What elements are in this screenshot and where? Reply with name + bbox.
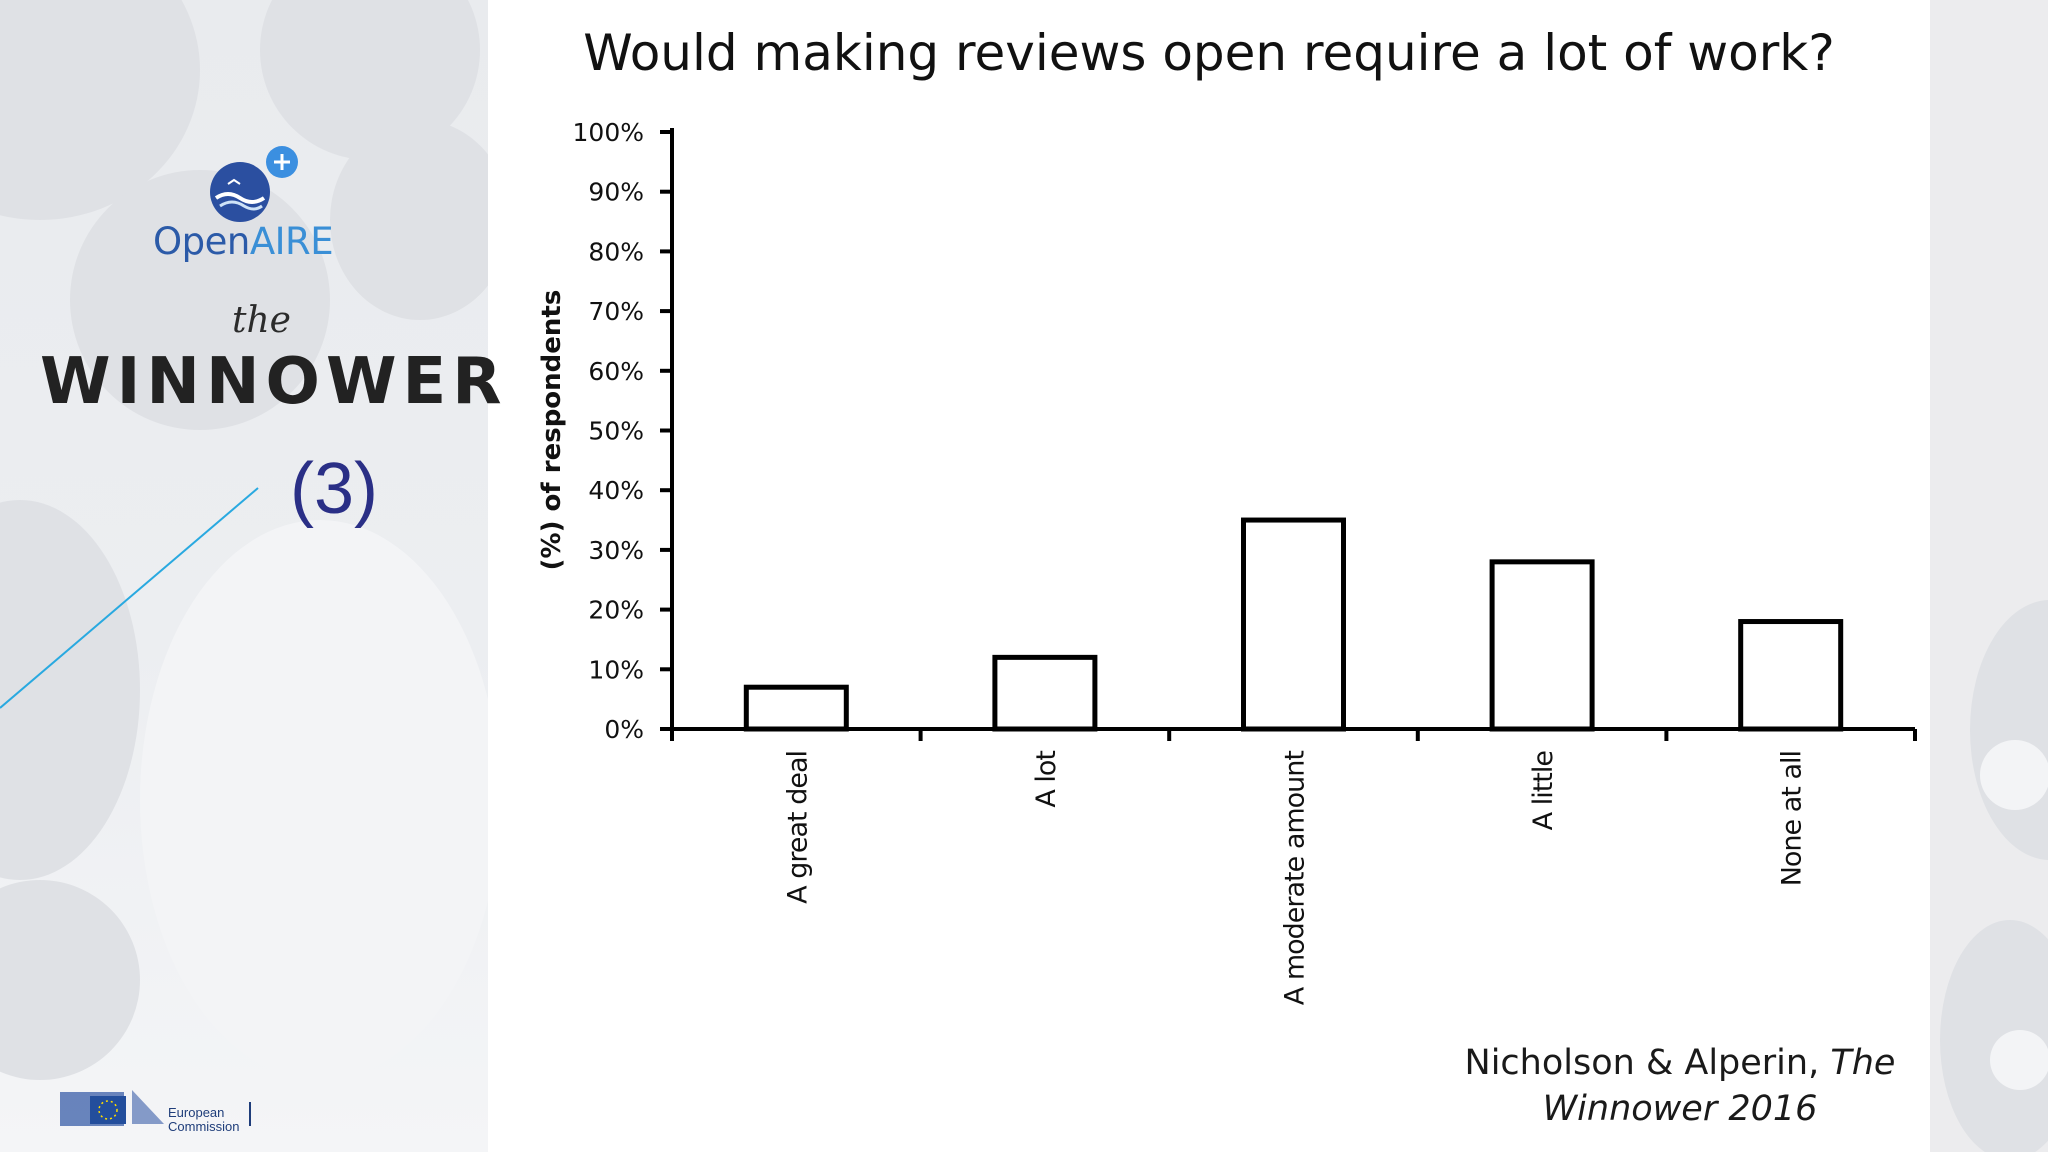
- x-tick-label: A great deal: [782, 751, 813, 904]
- x-axis-ticks: A great deal A lot A moderate amount A litt…: [670, 729, 1917, 1006]
- citation-journal-part2: Winnower 2016: [1542, 1089, 1818, 1129]
- openaire-logo: [210, 146, 298, 222]
- y-tick-label: 100%: [573, 118, 644, 147]
- eu-line-2: Commission: [168, 1119, 240, 1134]
- y-tick-label: 70%: [588, 297, 644, 326]
- y-axis-ticks: 0% 10% 20% 30% 40% 50% 60% 70% 80% 90% 100%: [573, 118, 672, 744]
- y-tick-label: 90%: [588, 178, 644, 207]
- citation-line-1: Nicholson & Alperin, The: [1400, 1040, 1960, 1086]
- decorative-blob: [330, 120, 488, 320]
- x-tick-label: None at all: [1777, 751, 1808, 886]
- x-tick-label: A moderate amount: [1280, 751, 1311, 1006]
- x-tick-label: A little: [1528, 751, 1559, 831]
- y-tick-label: 50%: [588, 417, 644, 446]
- openaire-wordmark: OpenAIRE: [153, 220, 334, 263]
- bar-none-at-all: [1738, 619, 1844, 732]
- openaire-wordmark-open: Open: [153, 220, 250, 263]
- eu-line-1: European: [168, 1105, 225, 1120]
- y-tick-label: 20%: [588, 596, 644, 625]
- bar-a-moderate-amount: [1241, 517, 1346, 732]
- right-decorative-panel: [1930, 0, 2048, 1152]
- bar-a-little: [1489, 559, 1595, 732]
- slide-number: (3): [290, 449, 378, 529]
- bar-a-lot: [992, 654, 1098, 732]
- openaire-wordmark-aire: AIRE: [249, 220, 334, 263]
- y-tick-label: 40%: [588, 476, 644, 505]
- y-tick-label: 0%: [604, 715, 644, 744]
- citation-authors: Nicholson & Alperin,: [1464, 1043, 1820, 1083]
- x-tick-label: A lot: [1031, 751, 1062, 808]
- y-axis-label: (%) of respondents: [537, 290, 567, 571]
- y-tick-label: 30%: [588, 536, 644, 565]
- chart-title: Would making reviews open require a lot …: [583, 24, 1835, 82]
- decorative-blob: [1990, 1030, 2048, 1090]
- y-tick-label: 80%: [588, 237, 644, 266]
- european-commission-label: European Commission: [168, 1106, 240, 1134]
- european-commission-logo: [60, 1090, 251, 1126]
- openaire-globe-icon: [210, 162, 270, 222]
- eu-flag-icon: [90, 1096, 126, 1124]
- decorative-blob: [70, 170, 330, 430]
- y-tick-label: 10%: [588, 655, 644, 684]
- decorative-blob: [140, 520, 488, 1080]
- accent-line: [0, 487, 259, 709]
- winnower-wordmark: WINNOWER: [40, 345, 508, 419]
- bars: [743, 517, 1844, 732]
- bar-a-great-deal: [743, 684, 849, 732]
- decorative-blob: [1980, 740, 2048, 810]
- citation: Nicholson & Alperin, The Winnower 2016: [1400, 1040, 1960, 1132]
- citation-journal-part1: The: [1830, 1043, 1896, 1083]
- winnower-the: the: [232, 300, 291, 341]
- y-tick-label: 60%: [588, 357, 644, 386]
